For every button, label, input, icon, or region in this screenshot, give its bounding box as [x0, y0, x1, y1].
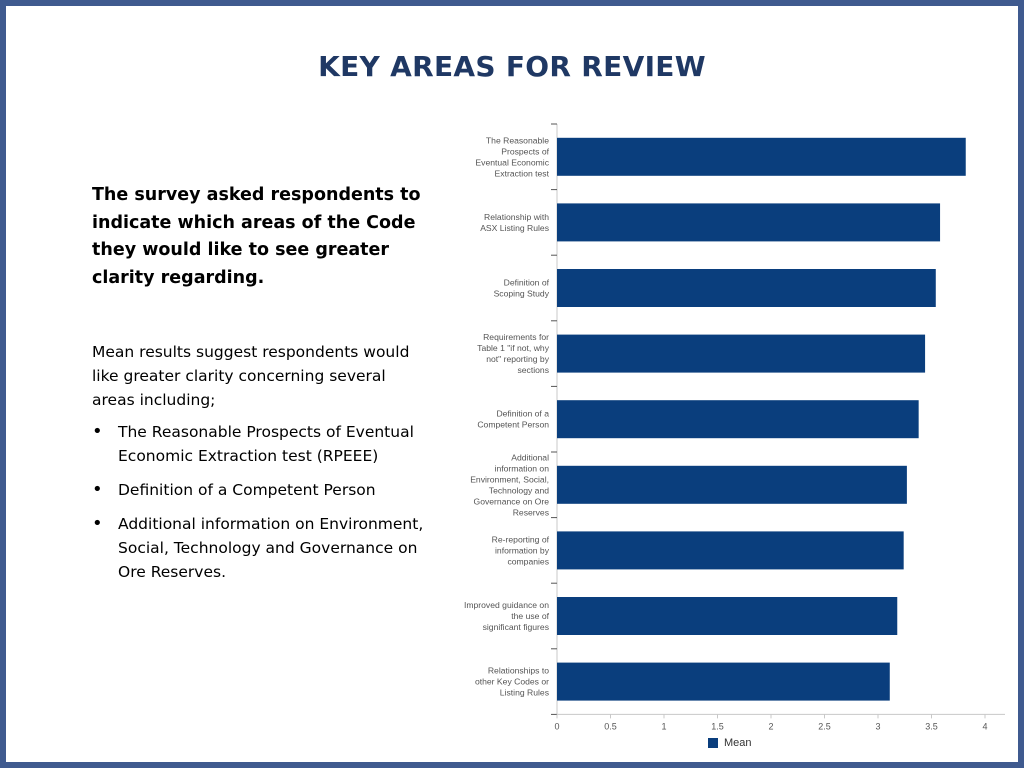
bar	[557, 531, 904, 570]
bar	[557, 334, 926, 373]
category-label: Definition of a Competent Person	[477, 409, 549, 430]
x-tick-label: 3	[875, 721, 880, 731]
x-tick-label: 0	[554, 721, 559, 731]
bar	[557, 203, 941, 242]
bar	[557, 465, 907, 504]
bullet-icon: •	[92, 479, 103, 500]
bullet-text: Definition of a Competent Person	[118, 481, 376, 499]
category-label: Re-reporting of information by companies	[492, 534, 550, 566]
bullet-text: Additional information on Environment, S…	[118, 515, 424, 581]
bullet-item: • Additional information on Environment,…	[92, 512, 432, 584]
x-tick-label: 4	[982, 721, 987, 731]
intro-text: The survey asked respondents to indicate…	[92, 185, 421, 288]
x-tick-label: 1.5	[711, 721, 724, 731]
category-label: The Reasonable Prospects of Eventual Econo…	[475, 135, 549, 178]
bullet-icon: •	[92, 513, 103, 534]
category-label: Relationship with ASX Listing Rules	[480, 212, 549, 233]
bullet-list: • The Reasonable Prospects of Eventual E…	[92, 420, 432, 594]
x-tick-label: 0.5	[604, 721, 617, 731]
bullet-item: • Definition of a Competent Person	[92, 478, 432, 502]
category-label: Relationships to other Key Codes or Listin…	[475, 666, 549, 698]
legend-swatch	[708, 738, 718, 748]
bullet-icon: •	[92, 421, 103, 442]
category-label: Additional information on Environment, Soc…	[470, 452, 549, 517]
bar	[557, 269, 936, 307]
bar	[557, 597, 898, 635]
legend-label: Mean	[724, 737, 752, 749]
x-tick-label: 2.5	[818, 721, 831, 731]
x-tick-label: 3.5	[925, 721, 938, 731]
bullet-text: The Reasonable Prospects of Eventual Eco…	[118, 423, 414, 465]
category-label: Requirements for Table 1 "if not, why not"…	[477, 332, 550, 375]
bar-chart: The Reasonable Prospects of Eventual Econo…	[464, 123, 1005, 731]
bar	[557, 662, 890, 701]
x-tick-label: 1	[661, 721, 666, 731]
chart-legend: Mean	[708, 737, 752, 749]
body-text: Mean results suggest respondents would l…	[92, 343, 410, 409]
category-label: Improved guidance on the use of significan…	[464, 600, 550, 632]
bar	[557, 400, 919, 439]
bar	[557, 137, 966, 176]
x-tick-label: 2	[768, 721, 773, 731]
bullet-item: • The Reasonable Prospects of Eventual E…	[92, 420, 432, 468]
category-label: Definition of Scoping Study	[494, 278, 550, 299]
slide-title: KEY AREAS FOR REVIEW	[318, 50, 706, 83]
